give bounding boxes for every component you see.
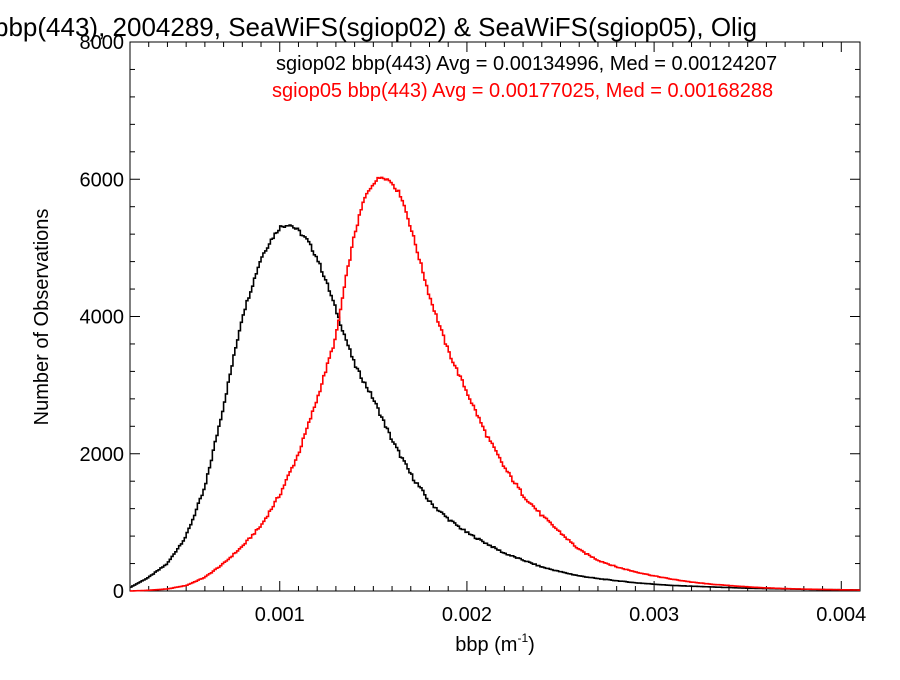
y-tick-label: 2000 (80, 444, 125, 466)
x-axis-label-close: ) (528, 634, 535, 656)
y-tick-label: 8000 (80, 32, 125, 54)
series-layer (130, 176, 860, 592)
series-line-sgiop05 (130, 176, 860, 592)
y-tick-label: 4000 (80, 307, 125, 329)
axis-ticks: 0 2000 4000 6000 8000 0.001 0.002 0.003 0.004 (80, 32, 867, 626)
annotation-sgiop02-stats: sgiop02 bbp(443) Avg = 0.00134996, Med =… (276, 53, 777, 75)
x-axis-label-superscript: -1 (517, 631, 528, 645)
chart-title: bbp(443), 2004289, SeaWiFS(sgiop02) & Se… (0, 12, 757, 42)
y-tick-label: 6000 (80, 169, 125, 191)
annotation-sgiop05-stats: sgiop05 bbp(443) Avg = 0.00177025, Med =… (272, 80, 773, 102)
plot-frame (129, 41, 861, 592)
y-axis-label: Number of Observations (31, 209, 53, 426)
x-tick-label: 0.001 (255, 604, 305, 626)
x-tick-label: 0.003 (629, 604, 679, 626)
x-axis-label-main: bbp (m (455, 634, 517, 656)
x-tick-label: 0.004 (816, 604, 866, 626)
series-line-sgiop02 (130, 224, 860, 591)
x-tick-label: 0.002 (442, 604, 492, 626)
y-tick-label: 0 (113, 581, 124, 603)
x-axis-label: bbp (m-1) (455, 631, 535, 656)
